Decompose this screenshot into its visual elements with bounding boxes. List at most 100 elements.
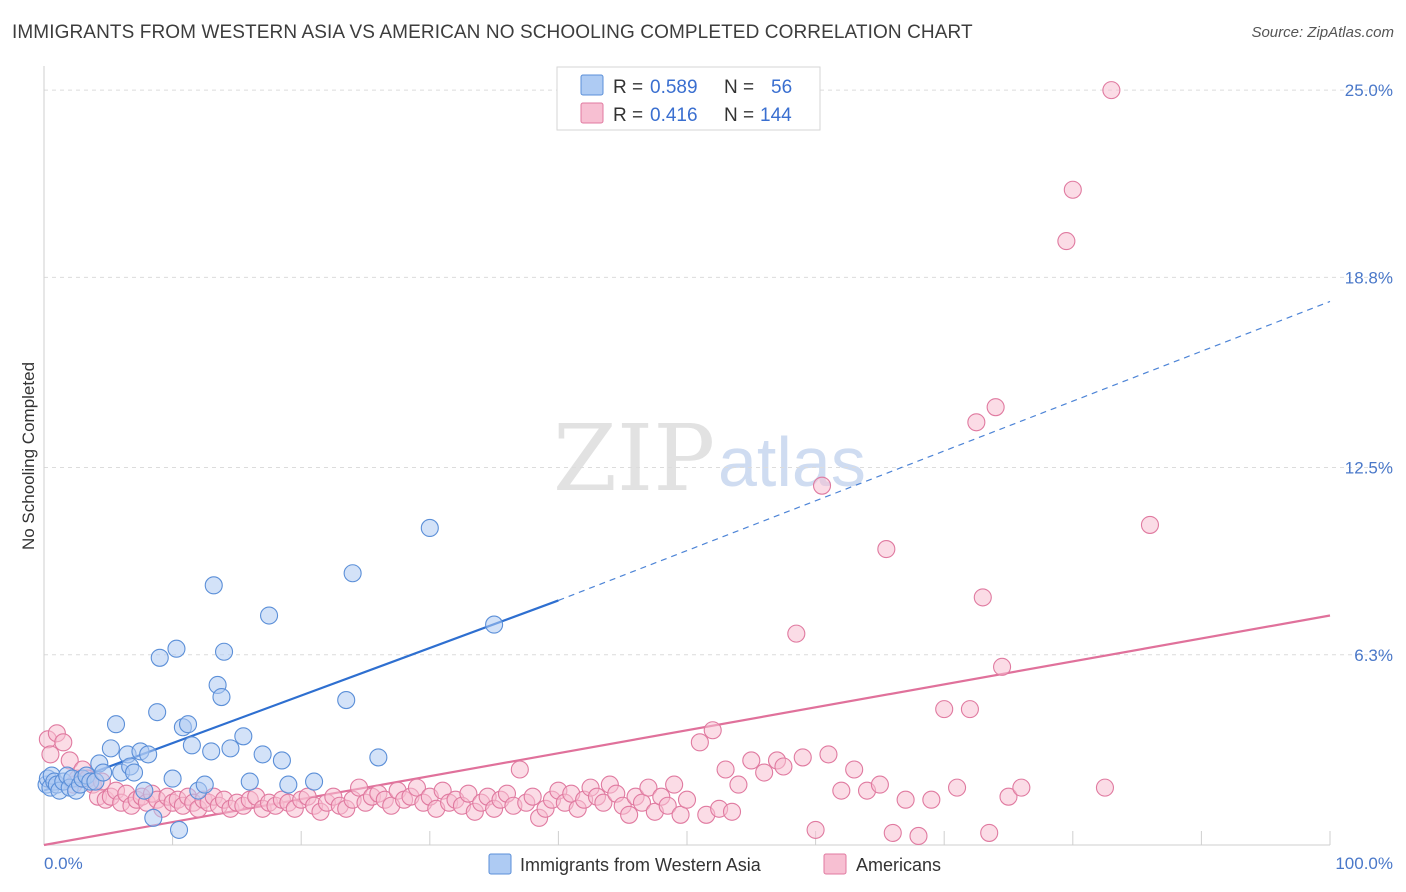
point-americans-134	[948, 778, 967, 797]
point-americans-128	[877, 540, 896, 559]
point-western-asia-53	[343, 564, 362, 583]
point-americans-73	[459, 784, 478, 803]
point-americans-123	[819, 745, 838, 764]
point-americans-129	[883, 823, 902, 842]
y-tick-label-1: 12.5%	[1345, 459, 1393, 478]
watermark: ZIP atlas	[553, 405, 866, 512]
point-americans-121	[806, 820, 825, 839]
correlation-legend: R = 0.589 N = 56 R = 0.416 N = 144	[556, 66, 821, 131]
x-tick-label-0: 0.0%	[44, 854, 83, 873]
y-axis-label: No Schooling Completed	[19, 362, 38, 550]
legend-swatch-pink	[580, 102, 604, 124]
point-americans-120	[793, 748, 812, 767]
point-americans-141	[999, 787, 1018, 806]
point-americans-1	[41, 745, 60, 764]
chart-source: Source: ZipAtlas.com	[1251, 24, 1394, 41]
point-americans-108	[690, 733, 709, 752]
point-americans-3	[54, 733, 73, 752]
point-americans-110	[703, 721, 722, 740]
point-americans-112	[716, 760, 735, 779]
point-americans-133	[935, 700, 954, 719]
bottom-legend-swatch-blue	[488, 853, 512, 875]
gridlines	[44, 89, 1392, 656]
point-western-asia-28	[144, 808, 163, 827]
point-western-asia-40	[204, 576, 223, 595]
y-tick-label-3: 25.0%	[1345, 81, 1393, 100]
point-americans-135	[960, 700, 979, 719]
point-americans-65	[407, 778, 426, 797]
point-americans-136	[967, 413, 986, 432]
point-western-asia-24	[124, 763, 144, 782]
legend-n-label-pink: N =	[724, 105, 754, 126]
point-americans-105	[665, 775, 684, 794]
data-points	[37, 81, 1160, 845]
axes	[43, 66, 1331, 846]
point-americans-98	[620, 805, 639, 824]
point-americans-146	[1095, 778, 1114, 797]
point-americans-143	[1063, 180, 1082, 199]
point-americans-122	[812, 476, 832, 495]
point-western-asia-26	[135, 781, 154, 800]
trend-lines	[43, 300, 1331, 847]
bottom-legend-label-pink: Americans	[856, 855, 941, 875]
point-americans-147	[1140, 515, 1160, 534]
point-americans-139	[986, 398, 1005, 417]
point-americans-124	[832, 781, 851, 800]
point-americans-142	[1012, 778, 1031, 797]
point-americans-114	[729, 775, 748, 794]
point-western-asia-31	[163, 769, 182, 788]
point-western-asia-19	[101, 739, 120, 758]
point-americans-140	[993, 657, 1012, 676]
legend-swatch-blue	[580, 74, 604, 96]
point-western-asia-29	[148, 703, 167, 722]
legend-r-value-blue: 0.589	[650, 77, 698, 98]
point-western-asia-45	[234, 727, 253, 746]
point-western-asia-33	[169, 820, 189, 839]
point-americans-83	[523, 787, 542, 806]
point-western-asia-46	[240, 772, 259, 791]
point-western-asia-32	[167, 639, 186, 658]
chart-title: IMMIGRANTS FROM WESTERN ASIA VS AMERICAN…	[12, 22, 973, 43]
legend-n-label-blue: N =	[724, 77, 754, 98]
point-americans-104	[658, 796, 677, 815]
point-americans-119	[787, 624, 806, 643]
point-western-asia-27	[139, 745, 158, 764]
point-americans-132	[922, 790, 941, 809]
watermark-zip: ZIP	[553, 405, 715, 512]
bottom-legend-swatch-pink	[823, 853, 847, 875]
point-western-asia-44	[221, 739, 240, 758]
point-americans-56	[350, 778, 369, 797]
point-americans-106	[671, 805, 690, 824]
point-western-asia-38	[195, 775, 214, 794]
x-tick-label-1: 100.0%	[1335, 854, 1393, 873]
point-western-asia-50	[279, 775, 298, 794]
legend-r-label-pink: R =	[613, 105, 643, 126]
point-western-asia-49	[272, 751, 291, 770]
point-western-asia-47	[253, 745, 272, 764]
point-western-asia-35	[178, 715, 198, 734]
point-americans-118	[774, 757, 793, 776]
x-tick-labels: 0.0% 100.0%	[44, 854, 1393, 873]
point-americans-131	[909, 826, 928, 845]
point-americans-113	[722, 802, 742, 821]
point-americans-101	[639, 778, 658, 797]
series-legend: Immigrants from Western Asia Americans	[488, 853, 941, 875]
point-western-asia-54	[369, 748, 388, 767]
point-western-asia-52	[337, 691, 356, 710]
trend-line-0	[43, 599, 559, 792]
point-americans-115	[742, 751, 761, 770]
point-western-asia-42	[212, 687, 231, 707]
point-western-asia-39	[202, 742, 221, 761]
legend-r-value-pink: 0.416	[650, 105, 698, 126]
point-western-asia-55	[420, 518, 439, 537]
point-americans-107	[677, 790, 697, 809]
point-western-asia-20	[106, 715, 126, 734]
point-western-asia-43	[214, 642, 234, 661]
point-western-asia-30	[150, 648, 169, 667]
legend-n-value-pink: 144	[760, 105, 792, 126]
point-americans-125	[845, 760, 864, 779]
legend-r-label-blue: R =	[613, 77, 643, 98]
point-americans-145	[1102, 81, 1121, 100]
point-western-asia-51	[305, 772, 324, 791]
